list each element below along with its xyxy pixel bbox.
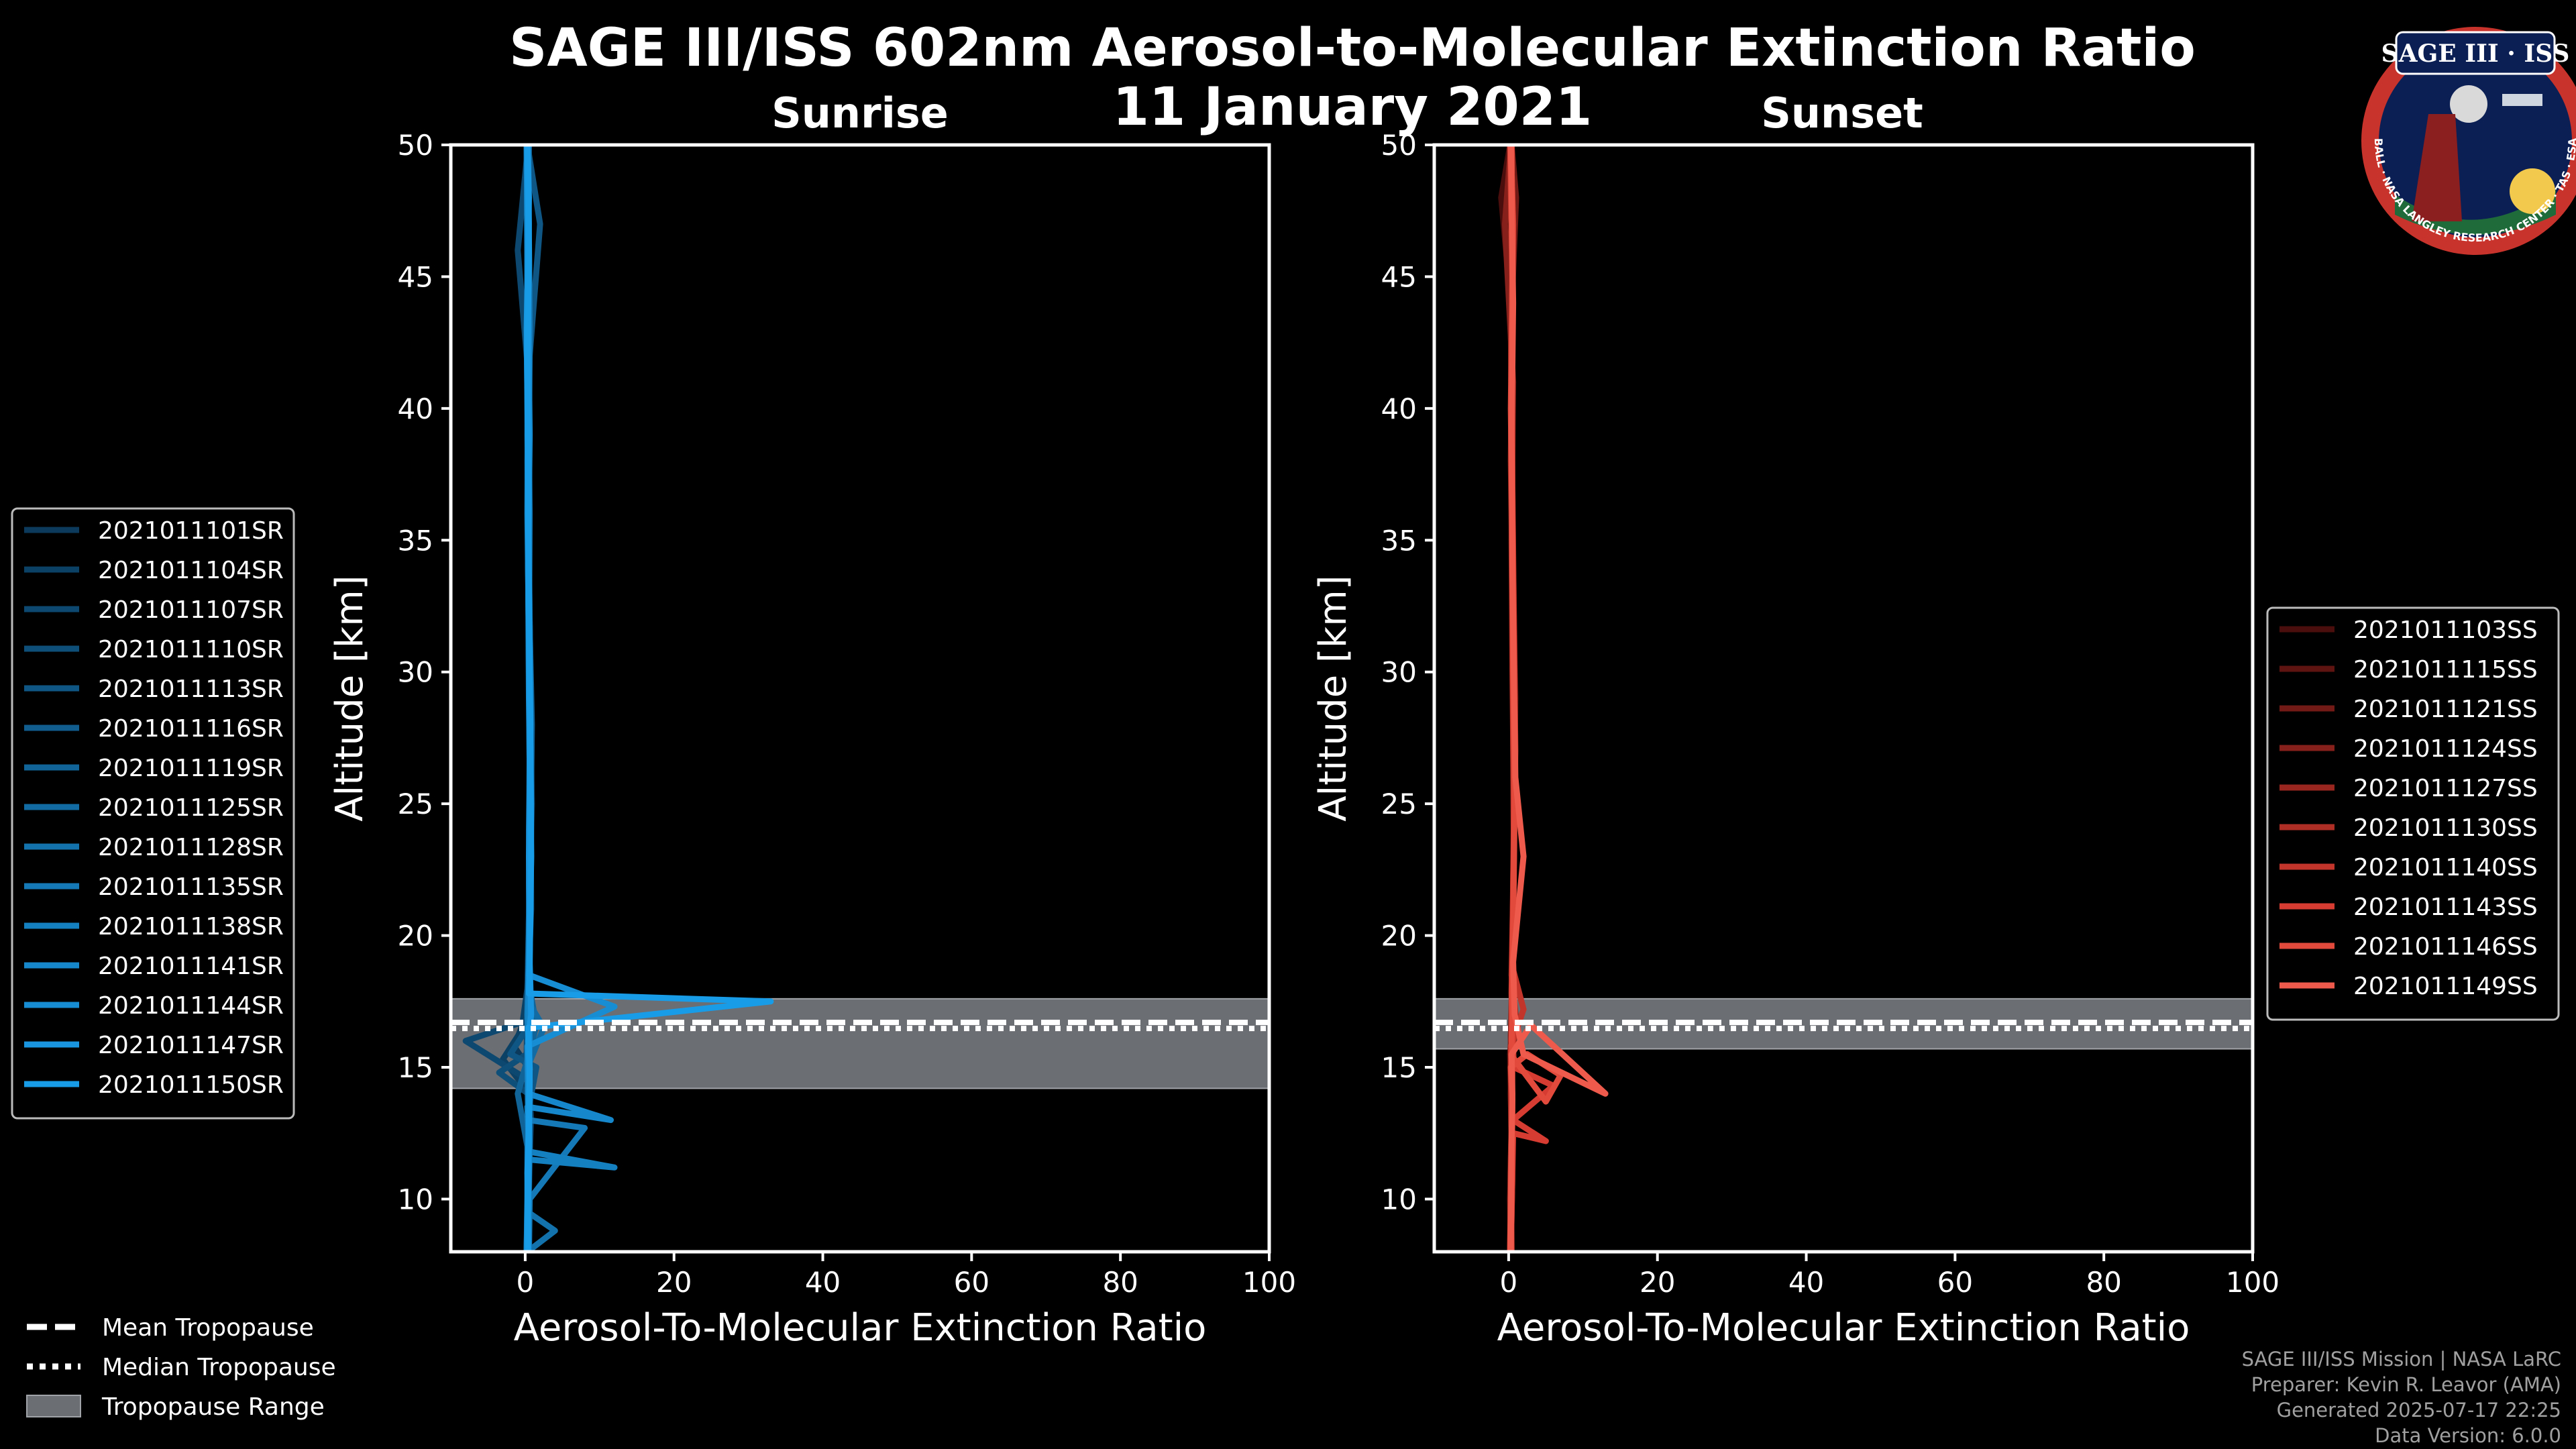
legend-entry: 2021011146SS: [2353, 933, 2538, 961]
moon-icon: [2450, 85, 2487, 123]
legend-entry: 2021011113SR: [98, 676, 284, 703]
legend-entry: 2021011140SS: [2353, 854, 2538, 881]
series-line-2021011150SR: [524, 145, 774, 1252]
y-tick-label: 25: [398, 788, 433, 820]
legend-range-swatch: [26, 1395, 81, 1417]
panel-sunset: Sunset 0 20 40 60 80 100 10 15 20 25 30 35 40 45 50 Aero…: [1311, 89, 2560, 1350]
footer-line: SAGE III/ISS Mission | NASA LaRC: [2242, 1348, 2561, 1371]
panel-title: Sunrise: [771, 89, 949, 138]
series-lines: [462, 145, 774, 1252]
legend-entry: 2021011101SR: [98, 517, 284, 545]
y-axis-label: Altitude [km]: [328, 575, 372, 821]
legend-entry: 2021011104SR: [98, 557, 284, 584]
legend-entry: 2021011125SR: [98, 794, 284, 822]
series-line-2021011149SS: [1507, 145, 1609, 1252]
tropopause-range: [450, 998, 1270, 1089]
x-tick-label: 60: [954, 1266, 989, 1299]
legend-box: [11, 507, 295, 1120]
logo-title: SAGE III · ISS: [2381, 40, 2570, 68]
x-axis-label: Aerosol-To-Molecular Extinction Ratio: [1497, 1306, 2190, 1350]
iss-icon: [2502, 94, 2542, 106]
earth-icon: [2395, 188, 2556, 235]
legend-entry: 2021011107SR: [98, 596, 284, 624]
x-tick-label: 100: [2226, 1266, 2279, 1299]
footer-line: Generated 2025-07-17 22:25: [2277, 1399, 2561, 1421]
series-lines: [1498, 145, 1609, 1252]
x-tick-label: 40: [805, 1266, 841, 1299]
y-tick-label: 50: [1381, 129, 1417, 162]
legend-entry: Mean Tropopause: [102, 1314, 314, 1342]
tropopause-legend: Mean Tropopause Median Tropopause Tropopau…: [26, 1314, 336, 1421]
plot-frame: [449, 143, 1271, 1254]
legend-entry: 2021011138SR: [98, 913, 284, 941]
legend-entry: 2021011150SR: [98, 1071, 284, 1099]
y-tick-label: 35: [1381, 524, 1417, 557]
y-tick-label: 15: [1381, 1051, 1417, 1084]
legend-entry: 2021011135SR: [98, 873, 284, 901]
x-tick-label: 100: [1242, 1266, 1296, 1299]
x-tick-label: 80: [2086, 1266, 2121, 1299]
legend-entry: 2021011147SR: [98, 1032, 284, 1059]
figure-date: 11 January 2021: [1113, 77, 1593, 138]
y-tick-label: 10: [398, 1183, 433, 1216]
legend-entry: 2021011127SS: [2353, 775, 2538, 802]
y-tick-label: 20: [1381, 920, 1417, 953]
legend-entry: 2021011128SR: [98, 834, 284, 861]
y-tick-label: 25: [1381, 788, 1417, 820]
legend-entry: 2021011110SR: [98, 636, 284, 663]
legend-entry: 2021011143SS: [2353, 894, 2538, 921]
sun-icon: [2510, 168, 2555, 214]
y-tick-label: 45: [1381, 260, 1417, 293]
y-axis-label: Altitude [km]: [1311, 575, 1355, 821]
y-tick-label: 45: [398, 260, 433, 293]
series-legend: 2021011101SR 2021011104SR 2021011107SR 2021…: [11, 507, 295, 1120]
logo-title-box: [2395, 31, 2556, 75]
y-tick-label: 15: [398, 1051, 433, 1084]
legend-entry: 2021011103SS: [2353, 616, 2538, 644]
panel-sunrise: Sunrise 0 20 40 60 80 100 10 15 20 25 30 35 40 45 50 Aer…: [11, 89, 1296, 1350]
legend-entry: 2021011149SS: [2353, 973, 2538, 1000]
footer-line: Data Version: 6.0.0: [2375, 1424, 2561, 1447]
y-tick-label: 10: [1381, 1183, 1417, 1216]
panel-title: Sunset: [1761, 89, 1923, 138]
legend-entry: 2021011115SS: [2353, 656, 2538, 684]
figure-title: SAGE III/ISS 602nm Aerosol-to-Molecular …: [509, 18, 2196, 78]
legend-entry: 2021011121SS: [2353, 696, 2538, 723]
x-tick-label: 20: [1640, 1266, 1675, 1299]
x-tick-label: 20: [656, 1266, 692, 1299]
footer-line: Preparer: Kevin R. Leavor (AMA): [2251, 1373, 2561, 1396]
y-tick-label: 40: [1381, 392, 1417, 425]
legend-entry: Tropopause Range: [101, 1393, 325, 1421]
x-tick-label: 80: [1102, 1266, 1138, 1299]
x-tick-label: 40: [1788, 1266, 1824, 1299]
legend-entry: 2021011116SR: [98, 715, 284, 743]
y-tick-label: 20: [398, 920, 433, 953]
y-tick-label: 30: [1381, 656, 1417, 689]
footer: SAGE III/ISS Mission | NASA LaRCPreparer…: [2242, 1348, 2561, 1447]
legend-box: [2266, 606, 2560, 1021]
x-tick-label: 60: [1937, 1266, 1973, 1299]
series-legend: 2021011103SS 2021011115SS 2021011121SS 2021…: [2266, 606, 2560, 1021]
legend-entry: 2021011119SR: [98, 755, 284, 782]
plot-frame: [1432, 143, 2255, 1254]
legend-entry: 2021011130SS: [2353, 814, 2538, 842]
y-tick-label: 40: [398, 392, 433, 425]
y-tick-label: 30: [398, 656, 433, 689]
legend-entry: Median Tropopause: [102, 1354, 336, 1381]
y-tick-label: 35: [398, 524, 433, 557]
legend-entry: 2021011144SR: [98, 992, 284, 1020]
legend-entry: 2021011124SS: [2353, 735, 2538, 763]
x-tick-label: 0: [1500, 1266, 1518, 1299]
x-tick-label: 0: [517, 1266, 535, 1299]
x-axis-label: Aerosol-To-Molecular Extinction Ratio: [514, 1306, 1207, 1350]
figure-icon: [2412, 114, 2462, 221]
y-tick-label: 50: [398, 129, 433, 162]
legend-entry: 2021011141SR: [98, 953, 284, 980]
